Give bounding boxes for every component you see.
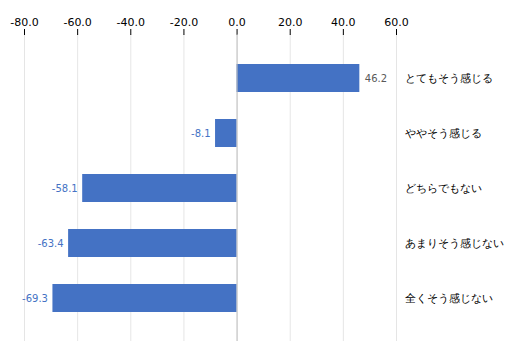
svg-text:ややそう感じる: ややそう感じる xyxy=(405,127,482,140)
svg-text:あまりそう感じない: あまりそう感じない xyxy=(405,237,504,250)
svg-text:60.0: 60.0 xyxy=(384,16,409,29)
svg-text:-20.0: -20.0 xyxy=(170,16,198,29)
svg-text:-80.0: -80.0 xyxy=(10,16,38,29)
svg-text:-40.0: -40.0 xyxy=(117,16,145,29)
svg-text:-63.4: -63.4 xyxy=(38,238,64,249)
svg-text:-60.0: -60.0 xyxy=(63,16,91,29)
svg-text:46.2: 46.2 xyxy=(365,73,387,84)
svg-text:-8.1: -8.1 xyxy=(191,128,211,139)
svg-text:-58.1: -58.1 xyxy=(52,183,78,194)
svg-text:20.0: 20.0 xyxy=(278,16,303,29)
svg-text:-69.3: -69.3 xyxy=(22,293,48,304)
svg-text:とてもそう感じる: とてもそう感じる xyxy=(405,72,493,85)
svg-text:どちらでもない: どちらでもない xyxy=(405,182,482,195)
svg-text:全くそう感じない: 全くそう感じない xyxy=(405,292,493,305)
svg-text:0.0: 0.0 xyxy=(228,16,246,29)
svg-text:40.0: 40.0 xyxy=(331,16,356,29)
